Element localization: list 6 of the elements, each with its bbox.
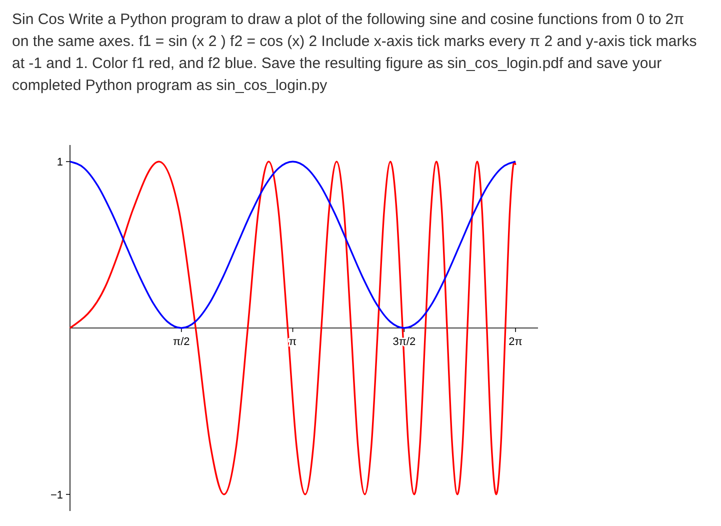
x-tick-label: 2π [508, 336, 523, 348]
y-tick-label: −1 [50, 489, 63, 502]
chart-title: Sin Cos Write a Python program to draw a plot of the following sine and cosine functions from 0 to 2π on the same axes. f1 = sin (x 2 ) f2 = cos (x) 2 Include x-axis tick marks every π 2 and y-axis tick marks at -1 and 1. Color f1 red, and f2 blue. Save the resulting figure as sin_cos_login.pdf and save your completed Python program as sin_cos_login.py [12, 11, 697, 94]
y-tick-label: 1 [56, 156, 63, 169]
x-tick-label: π/2 [173, 336, 190, 348]
line-series [69, 160, 516, 329]
